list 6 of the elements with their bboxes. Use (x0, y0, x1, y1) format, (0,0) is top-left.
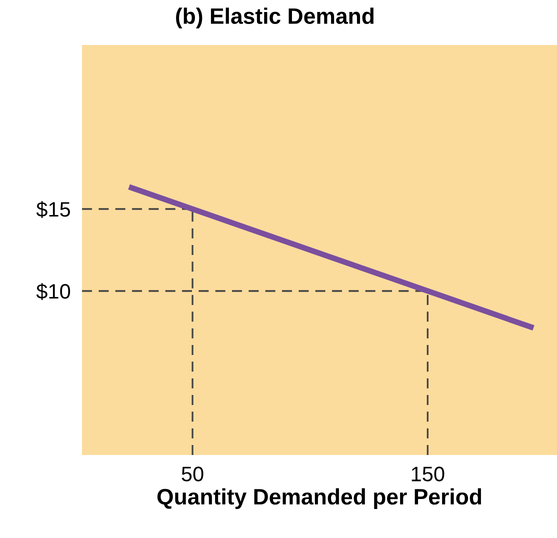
x-axis-title: Quantity Demanded per Period (157, 488, 482, 510)
x-tick-label: 150 (412, 466, 444, 482)
x-tick-label: 50 (182, 466, 204, 482)
y-tick-label: $10 (36, 283, 70, 300)
y-tick-label: $15 (36, 201, 70, 218)
chart-title: (b) Elastic Demand (176, 8, 374, 28)
